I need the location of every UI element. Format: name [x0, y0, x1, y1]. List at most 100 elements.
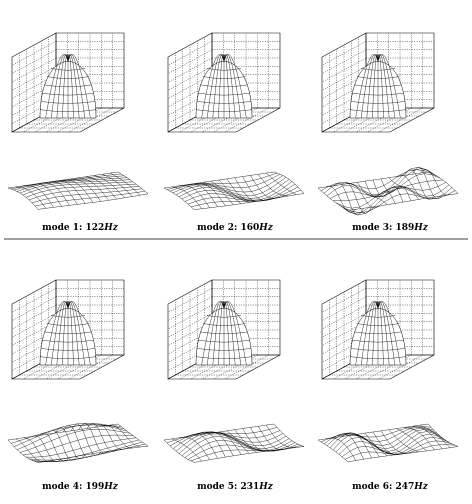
surface-line — [427, 423, 459, 447]
surface-line — [396, 428, 427, 452]
surface-line — [169, 430, 281, 447]
surface-line — [364, 432, 396, 455]
grid-line — [11, 41, 57, 66]
mesh-line — [361, 301, 379, 366]
surface-line — [23, 185, 54, 208]
mesh-line — [356, 323, 400, 326]
mesh-line — [212, 54, 225, 119]
surface-line — [86, 423, 117, 452]
grid-line — [321, 288, 367, 313]
grid-line — [378, 107, 423, 133]
mesh-line — [50, 315, 86, 318]
mesh-line — [42, 92, 94, 96]
surface-line — [62, 425, 94, 458]
surface-line — [273, 171, 305, 194]
surface-line — [7, 187, 39, 210]
mesh-line — [198, 92, 250, 96]
surface-line — [195, 183, 226, 207]
grid-line — [224, 354, 269, 380]
mesh-line — [62, 301, 69, 366]
surface-line — [349, 434, 380, 458]
surface-line — [39, 432, 70, 462]
surface-line — [341, 187, 453, 216]
mesh-line — [56, 54, 69, 119]
mesh-line — [42, 339, 94, 343]
mesh-line — [354, 84, 402, 88]
mesh-line — [377, 301, 395, 366]
surface-line — [341, 432, 372, 459]
surface-line — [317, 439, 349, 462]
surface-line — [317, 187, 349, 211]
surface-line — [117, 423, 149, 447]
grid-line — [167, 57, 213, 83]
surface-line — [388, 429, 419, 453]
surface-line — [320, 426, 432, 443]
mesh-line — [196, 356, 252, 359]
mesh-line — [212, 301, 225, 366]
surface-line — [37, 193, 149, 210]
mesh-line — [352, 339, 404, 343]
surface-line — [15, 186, 47, 209]
surface-line — [349, 183, 380, 208]
surface-line — [333, 433, 364, 460]
mesh-line — [354, 331, 402, 335]
surface-line — [412, 426, 443, 449]
mesh-line — [223, 54, 241, 119]
surface-line — [357, 182, 388, 205]
surface-line — [218, 431, 250, 454]
surface-line — [203, 182, 234, 205]
surface-line — [86, 176, 117, 200]
surface-line — [226, 430, 258, 453]
surface-line — [171, 438, 203, 462]
surface-line — [181, 436, 293, 456]
surface-line — [335, 182, 447, 209]
caption-mode-4: mode 4: 199Hz — [42, 482, 119, 492]
mesh-line — [207, 301, 225, 366]
surface-line — [181, 181, 293, 201]
surface-line — [110, 424, 141, 448]
surface-line — [380, 430, 411, 454]
surface-line — [372, 431, 404, 455]
mode-panel — [163, 32, 305, 210]
surface-line — [62, 179, 94, 203]
mesh-line — [67, 301, 85, 366]
surface-line — [94, 175, 125, 198]
surface-line — [388, 177, 419, 200]
surface-line — [23, 437, 54, 462]
surface-line — [420, 424, 451, 448]
mesh-line — [67, 54, 85, 119]
surface-line — [258, 174, 289, 197]
mesh-line — [218, 54, 225, 119]
mesh-line — [202, 323, 246, 326]
surface-line — [210, 180, 242, 204]
surface-line — [404, 427, 435, 451]
mesh-line — [207, 54, 225, 119]
mesh-line — [352, 92, 404, 96]
mesh-line — [56, 301, 69, 366]
surface-line — [175, 432, 287, 452]
grid-line — [167, 288, 213, 313]
surface-line — [47, 181, 78, 205]
surface-line — [265, 172, 297, 195]
surface-line — [250, 175, 281, 199]
mesh-line — [44, 331, 92, 335]
surface-line — [273, 423, 305, 447]
grid-line — [68, 107, 113, 133]
surface-line — [419, 169, 451, 196]
mesh-line — [372, 301, 379, 366]
mesh-line — [361, 54, 379, 119]
mesh-line — [366, 301, 379, 366]
mesh-line — [350, 109, 406, 112]
surface-line — [171, 186, 203, 209]
surface-line — [234, 429, 265, 452]
mesh-line — [223, 301, 236, 366]
surface-line — [78, 177, 109, 201]
surface-line — [110, 172, 141, 196]
caption-mode-2: mode 2: 160Hz — [197, 223, 274, 233]
caption-mode-6: mode 6: 247Hz — [352, 482, 429, 492]
surface-line — [380, 178, 412, 201]
surface-line — [203, 431, 234, 456]
mesh-line — [206, 68, 242, 71]
mesh-line — [356, 76, 400, 79]
grid-line — [11, 57, 57, 83]
